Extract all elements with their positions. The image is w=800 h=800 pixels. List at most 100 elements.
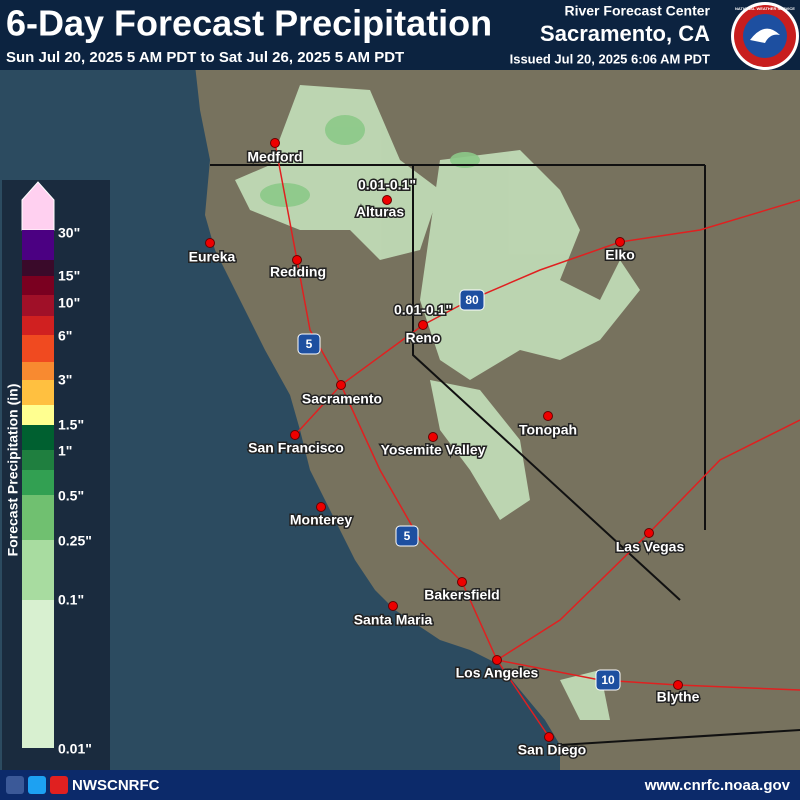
legend-label: 0.25"	[58, 533, 92, 549]
city-label: Sacramento	[302, 391, 382, 407]
swatch	[22, 335, 54, 362]
legend-label: 0.5"	[58, 488, 84, 504]
legend-label: 1.5"	[58, 417, 84, 433]
city-dot	[316, 502, 326, 512]
city-dot	[270, 138, 280, 148]
logo-bird	[750, 28, 780, 43]
city-dot	[428, 432, 438, 442]
youtube-icon[interactable]	[50, 776, 68, 794]
road	[294, 384, 342, 436]
city-label: Medford	[247, 149, 302, 165]
state-borders	[210, 164, 800, 746]
cities: Medford Alturas Eureka Redding Elko Reno Sacra…	[187, 138, 701, 759]
shield	[459, 289, 485, 311]
city-dot	[290, 430, 300, 440]
swatch	[22, 425, 54, 450]
shield	[297, 333, 321, 355]
road	[496, 659, 800, 691]
swatch	[22, 316, 54, 335]
swatch	[22, 450, 54, 470]
swatch	[22, 600, 54, 748]
city-label: Reno	[406, 330, 441, 346]
highway-shields: 5 80 5 10	[297, 289, 621, 691]
header-bar	[0, 0, 800, 70]
city-label: Monterey	[290, 512, 352, 528]
city-label: Alturas	[356, 204, 404, 220]
legend-label: 3"	[58, 372, 72, 388]
precip-areas	[235, 85, 640, 720]
city-dot	[644, 528, 654, 538]
border	[412, 165, 681, 601]
swatch	[22, 380, 54, 405]
city-dot	[292, 255, 302, 265]
city-dot	[492, 655, 502, 665]
city-label: Tonopah	[519, 422, 577, 438]
social-handle[interactable]: NWSCNRFC	[72, 777, 160, 794]
legend-label: 0.1"	[58, 592, 84, 608]
swatch	[22, 540, 54, 600]
swatch	[22, 260, 54, 276]
city-dot	[457, 577, 467, 587]
city-label: Santa Maria	[354, 612, 433, 628]
twitter-icon[interactable]	[28, 776, 46, 794]
legend-label: 10"	[58, 295, 80, 311]
city-dot	[418, 320, 428, 330]
shield	[595, 669, 621, 691]
city-dot	[673, 680, 683, 690]
city-label: Yosemite Valley	[381, 442, 486, 458]
precip-annotation: 0.01-0.1"	[358, 177, 416, 193]
precip-area	[235, 85, 440, 260]
precip-area	[420, 150, 640, 380]
legend-swatches	[21, 181, 55, 748]
legend-label: 6"	[58, 328, 72, 344]
legend-labels: 30" 15" 10" 6" 3" 1.5" 1" 0.5" 0.25" 0.1" 0.01"	[58, 225, 92, 757]
city-label: Bakersfield	[424, 587, 499, 603]
city-label: Las Vegas	[616, 539, 685, 555]
road	[274, 142, 550, 738]
website[interactable]: www.cnrfc.noaa.gov	[644, 777, 791, 794]
swatch	[22, 362, 54, 380]
swatch	[22, 276, 54, 295]
legend-label: 1"	[58, 443, 72, 459]
city-label: San Diego	[518, 742, 586, 758]
shield-label: 80	[465, 293, 479, 307]
legend-label: 15"	[58, 268, 80, 284]
center: River Forecast Center	[564, 3, 710, 19]
city-dot	[615, 237, 625, 247]
logo-text: NATIONAL WEATHER SERVICE	[735, 6, 795, 11]
legend-label: 0.01"	[58, 741, 92, 757]
title: 6-Day Forecast Precipitation	[6, 3, 492, 44]
precip-annotation: 0.01-0.1"	[394, 302, 452, 318]
city-dot	[544, 732, 554, 742]
swatch	[22, 405, 54, 425]
swatch	[22, 295, 54, 316]
city-label: San Francisco	[248, 440, 344, 456]
swatch	[22, 495, 54, 540]
shield-label: 5	[306, 337, 313, 351]
swatch	[22, 470, 54, 495]
city-dot	[388, 601, 398, 611]
shield	[395, 525, 419, 547]
city-dot	[543, 411, 553, 421]
city-dot	[205, 238, 215, 248]
legend-panel	[2, 180, 110, 770]
shield-label: 10	[601, 673, 615, 687]
legend-title: Forecast Precipitation (in)	[5, 384, 21, 557]
subtitle: Sun Jul 20, 2025 5 AM PDT to Sat Jul 26,…	[6, 49, 404, 66]
issued: Issued Jul 20, 2025 6:06 AM PDT	[510, 51, 710, 66]
city-label: Eureka	[189, 249, 236, 265]
swatch	[22, 230, 54, 260]
city-dot	[382, 195, 392, 205]
precip-area	[430, 380, 530, 520]
city-label: Redding	[270, 264, 326, 280]
city-label: Blythe	[657, 689, 700, 705]
location: Sacramento, CA	[540, 21, 710, 46]
legend-label: 30"	[58, 225, 80, 241]
border	[559, 729, 800, 746]
facebook-icon[interactable]	[6, 776, 24, 794]
shield-label: 5	[404, 529, 411, 543]
city-dot	[336, 380, 346, 390]
city-label: Elko	[605, 247, 635, 263]
footer-bar	[0, 770, 800, 800]
city-label: Los Angeles	[456, 665, 539, 681]
